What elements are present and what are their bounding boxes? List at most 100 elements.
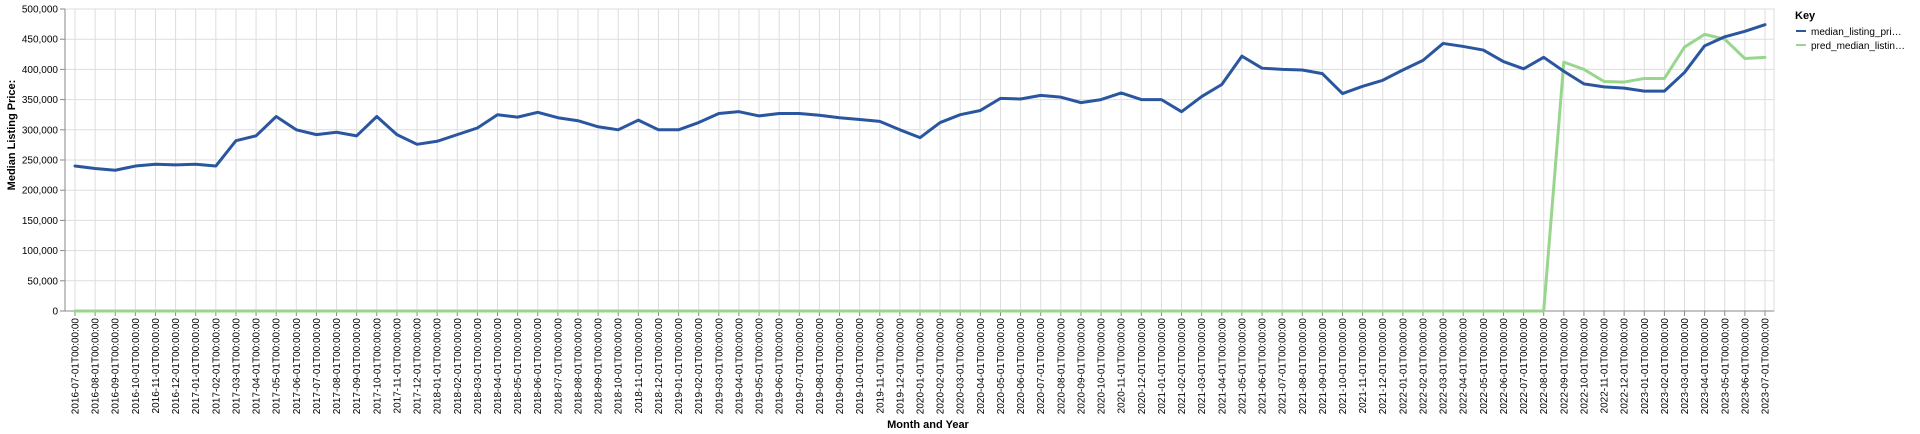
x-tick-label: 2019-09-01T00:00:00: [835, 318, 846, 415]
x-tick-label: 2016-12-01T00:00:00: [171, 318, 182, 415]
x-tick-label: 2020-07-01T00:00:00: [1036, 318, 1047, 415]
axis-layer: 0 50,000 100,000 150,000 200,000 250,000 300,0…: [22, 5, 1774, 415]
x-axis-title: Month and Year: [887, 419, 969, 431]
x-tick-label: 2017-06-01T00:00:00: [292, 318, 303, 415]
y-tick-label: 150,000: [22, 216, 59, 227]
x-tick-label: 2017-12-01T00:00:00: [413, 318, 424, 415]
x-tick-label: 2018-08-01T00:00:00: [573, 318, 584, 415]
y-tick-label: 0: [52, 307, 58, 318]
x-tick-label: 2019-02-01T00:00:00: [694, 318, 705, 415]
x-tick-label: 2022-02-01T00:00:00: [1418, 318, 1429, 415]
series-layer: [73, 23, 1767, 313]
y-tick-label: 50,000: [27, 276, 58, 287]
x-tick-label: 2022-09-01T00:00:00: [1559, 318, 1570, 415]
x-tick-label: 2017-03-01T00:00:00: [231, 318, 242, 415]
x-tick-label: 2018-10-01T00:00:00: [614, 318, 625, 415]
x-tick-label: 2017-07-01T00:00:00: [312, 318, 323, 415]
y-axis-title: Median Listing Price:: [6, 80, 18, 191]
x-tick-label: 2023-01-01T00:00:00: [1640, 318, 1651, 415]
x-tick-label: 2020-03-01T00:00:00: [956, 318, 967, 415]
x-tick-label: 2020-01-01T00:00:00: [916, 318, 927, 415]
x-tick-label: 2020-02-01T00:00:00: [936, 318, 947, 415]
x-tick-label: 2018-09-01T00:00:00: [594, 318, 605, 415]
y-tick-label: 200,000: [22, 186, 59, 197]
x-tick-label: 2019-04-01T00:00:00: [734, 318, 745, 415]
x-tick-label: 2023-05-01T00:00:00: [1720, 318, 1731, 415]
x-tick-label: 2022-01-01T00:00:00: [1398, 318, 1409, 415]
x-tick-label: 2016-10-01T00:00:00: [131, 318, 142, 415]
x-tick-label: 2016-07-01T00:00:00: [71, 318, 82, 415]
x-tick-label: 2020-11-01T00:00:00: [1117, 318, 1128, 414]
x-tick-label: 2022-04-01T00:00:00: [1459, 318, 1470, 415]
x-tick-label: 2018-04-01T00:00:00: [493, 318, 504, 415]
x-tick-label: 2020-05-01T00:00:00: [996, 318, 1007, 415]
x-tick-label: 2021-12-01T00:00:00: [1378, 318, 1389, 415]
x-tick-label: 2017-05-01T00:00:00: [272, 318, 283, 415]
x-tick-label: 2017-02-01T00:00:00: [211, 318, 222, 415]
y-tick-label: 450,000: [22, 35, 59, 46]
x-tick-label: 2018-05-01T00:00:00: [513, 318, 524, 415]
x-tick-label: 2021-07-01T00:00:00: [1278, 318, 1289, 415]
x-tick-label: 2022-05-01T00:00:00: [1479, 318, 1490, 415]
x-tick-label: 2022-07-01T00:00:00: [1519, 318, 1530, 415]
x-tick-label: 2023-03-01T00:00:00: [1680, 318, 1691, 415]
x-tick-label: 2019-05-01T00:00:00: [755, 318, 766, 415]
x-tick-label: 2018-01-01T00:00:00: [433, 318, 444, 415]
y-tick-label: 300,000: [22, 125, 59, 136]
y-tick-label: 100,000: [22, 246, 59, 257]
x-tick-label: 2023-04-01T00:00:00: [1700, 318, 1711, 415]
x-tick-label: 2019-06-01T00:00:00: [775, 318, 786, 415]
y-tick-label: 250,000: [22, 156, 59, 167]
x-tick-label: 2022-10-01T00:00:00: [1579, 318, 1590, 415]
y-tick-label: 400,000: [22, 65, 59, 76]
x-tick-label: 2020-12-01T00:00:00: [1137, 318, 1148, 415]
x-tick-label: 2021-11-01T00:00:00: [1358, 318, 1369, 414]
series-line-pred-median-listing-price: [73, 32, 1767, 313]
x-tick-label: 2017-11-01T00:00:00: [392, 318, 403, 414]
legend: Key median_listing_pri… pred_median_listi…: [1795, 10, 1905, 52]
x-tick-label: 2017-09-01T00:00:00: [352, 318, 363, 415]
x-tick-label: 2023-06-01T00:00:00: [1740, 318, 1751, 415]
x-tick-label: 2019-10-01T00:00:00: [855, 318, 866, 415]
x-tick-label: 2016-09-01T00:00:00: [111, 318, 122, 415]
x-tick-label: 2019-08-01T00:00:00: [815, 318, 826, 415]
legend-title: Key: [1795, 10, 1816, 22]
legend-label: median_listing_pri…: [1811, 27, 1902, 38]
x-tick-label: 2021-01-01T00:00:00: [1157, 318, 1168, 415]
x-tick-label: 2017-10-01T00:00:00: [372, 318, 383, 415]
series-line-median-listing-price: [73, 23, 1767, 172]
x-tick-label: 2021-04-01T00:00:00: [1217, 318, 1228, 415]
legend-label: pred_median_listin…: [1811, 41, 1905, 52]
x-tick-label: 2023-02-01T00:00:00: [1660, 318, 1671, 415]
y-tick-label: 350,000: [22, 95, 59, 106]
x-tick-label: 2020-09-01T00:00:00: [1076, 318, 1087, 415]
x-tick-label: 2022-11-01T00:00:00: [1600, 318, 1611, 414]
x-tick-label: 2018-03-01T00:00:00: [473, 318, 484, 415]
x-tick-label: 2017-08-01T00:00:00: [332, 318, 343, 415]
x-tick-label: 2021-06-01T00:00:00: [1258, 318, 1269, 415]
x-tick-label: 2017-01-01T00:00:00: [191, 318, 202, 415]
x-tick-label: 2022-12-01T00:00:00: [1620, 318, 1631, 415]
x-tick-label: 2018-11-01T00:00:00: [634, 318, 645, 414]
x-tick-label: 2020-10-01T00:00:00: [1097, 318, 1108, 415]
x-tick-label: 2016-11-01T00:00:00: [151, 318, 162, 414]
x-tick-label: 2019-03-01T00:00:00: [714, 318, 725, 415]
x-tick-label: 2017-04-01T00:00:00: [252, 318, 263, 415]
x-tick-label: 2021-02-01T00:00:00: [1177, 318, 1188, 415]
x-tick-label: 2019-01-01T00:00:00: [674, 318, 685, 415]
x-tick-label: 2018-12-01T00:00:00: [654, 318, 665, 415]
x-tick-label: 2020-08-01T00:00:00: [1056, 318, 1067, 415]
x-tick-label: 2021-10-01T00:00:00: [1338, 318, 1349, 415]
x-tick-label: 2021-05-01T00:00:00: [1237, 318, 1248, 415]
x-tick-label: 2022-08-01T00:00:00: [1539, 318, 1550, 415]
x-tick-label: 2020-06-01T00:00:00: [1016, 318, 1027, 415]
x-tick-label: 2022-03-01T00:00:00: [1439, 318, 1450, 415]
x-tick-label: 2016-08-01T00:00:00: [91, 318, 102, 415]
x-tick-label: 2018-06-01T00:00:00: [533, 318, 544, 415]
x-tick-label: 2023-07-01T00:00:00: [1761, 318, 1772, 415]
y-tick-label: 500,000: [22, 5, 59, 16]
x-tick-label: 2021-09-01T00:00:00: [1318, 318, 1329, 415]
grid-layer: [64, 8, 1775, 312]
